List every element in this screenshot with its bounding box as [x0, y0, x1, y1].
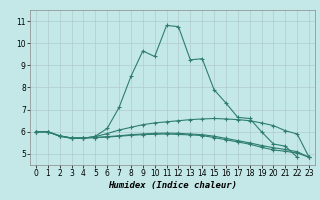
X-axis label: Humidex (Indice chaleur): Humidex (Indice chaleur): [108, 181, 237, 190]
